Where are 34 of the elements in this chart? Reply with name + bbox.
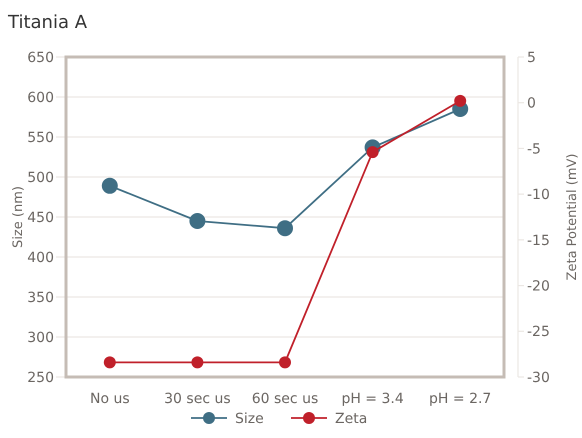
point [189, 213, 206, 229]
x-tick-label: No us [90, 391, 130, 407]
y-tick-label: 250 [27, 370, 54, 386]
y-tick-label: 300 [27, 330, 54, 346]
y-tick-label: 550 [27, 130, 54, 146]
point [454, 94, 466, 107]
y2-tick-label: -5 [527, 141, 541, 158]
x-tick-label: 60 sec us [252, 391, 318, 407]
y-tick-label: 600 [27, 90, 54, 106]
legend-label: Zeta [335, 410, 368, 427]
y-tick-label: 450 [27, 210, 54, 226]
point [191, 356, 204, 368]
x-tick-label: pH = 3.4 [341, 391, 404, 407]
y2-tick-label: -20 [527, 278, 550, 294]
point [102, 178, 118, 194]
x-tick-label: 30 sec us [164, 391, 231, 407]
y-tick-label: 650 [27, 50, 54, 66]
x-tick-label: pH = 2.7 [429, 391, 492, 407]
point [277, 220, 293, 236]
legend-label: Size [235, 410, 264, 427]
y2-tick-label: -10 [527, 187, 550, 204]
y2-tick-label: -15 [527, 232, 550, 249]
y-tick-label: 350 [27, 290, 54, 306]
y-tick-label: 500 [27, 170, 54, 186]
y-tick-label: 400 [27, 250, 54, 266]
y2-tick-label: -30 [527, 370, 550, 386]
y2-tick-label: 0 [527, 96, 536, 112]
y2-tick-label: -25 [527, 324, 550, 340]
y2-axis-title: Zeta Potential (mV) [565, 154, 580, 280]
y2-tick-label: 5 [527, 50, 536, 66]
point [104, 356, 116, 368]
point [279, 356, 291, 368]
y-axis-title: Size (nm) [11, 186, 26, 248]
chart-title: Titania A [7, 12, 88, 33]
